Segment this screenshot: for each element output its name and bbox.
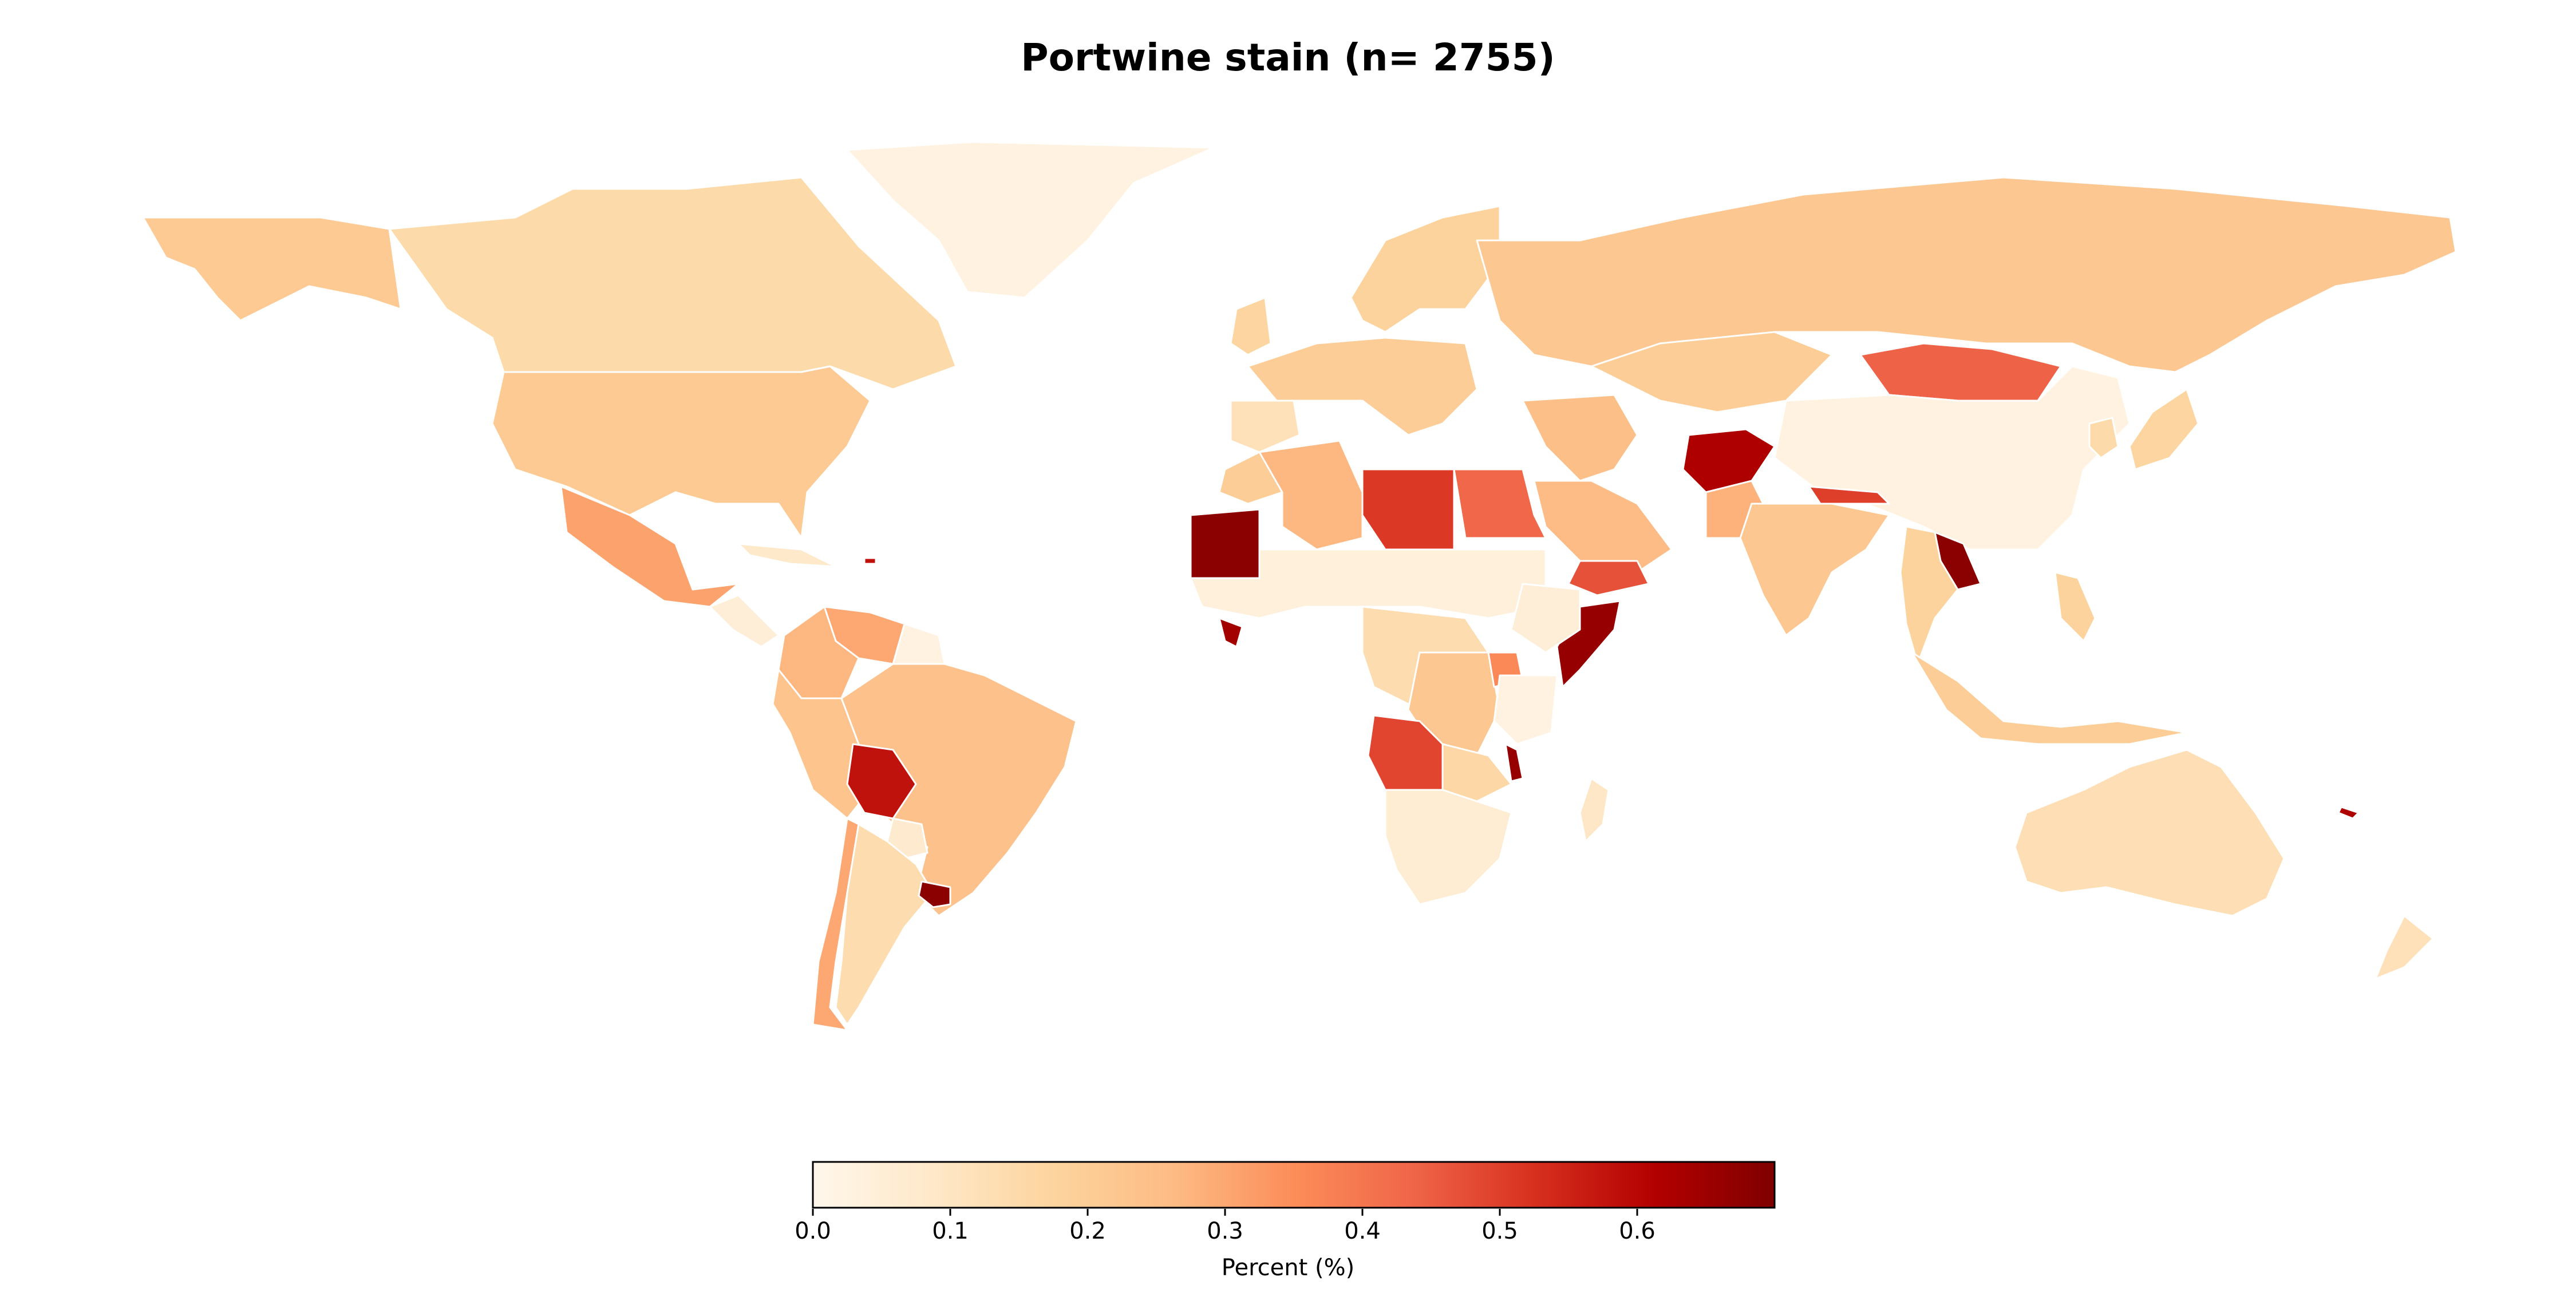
colorbar-label: Percent (%)	[1221, 1255, 1355, 1281]
region-algeria	[1258, 440, 1364, 551]
region-southern-africa	[1384, 789, 1512, 905]
colorbar-tick-label: 0.3	[1207, 1218, 1243, 1244]
colorbar-tick-mark	[1499, 1209, 1501, 1216]
colorbar-tick-mark	[1361, 1209, 1364, 1216]
colorbar-tick-mark	[1224, 1209, 1226, 1216]
region-zambia-zimbabwe	[1441, 743, 1512, 802]
region-middle-east	[1522, 394, 1638, 482]
colorbar-tick-mark	[812, 1209, 814, 1216]
region-australia	[2014, 749, 2285, 917]
region-philippines	[2054, 571, 2096, 642]
region-fiji	[2337, 806, 2360, 820]
region-uruguay	[918, 880, 951, 908]
colorbar-tick-mark	[1086, 1209, 1089, 1216]
region-new-zealand	[2374, 915, 2434, 980]
region-united-kingdom	[1230, 296, 1272, 356]
region-india	[1739, 503, 1890, 636]
colorbar-tick-label: 0.0	[795, 1218, 831, 1244]
map-regions	[142, 141, 2457, 1031]
colorbar-tick-label: 0.1	[932, 1218, 969, 1244]
region-saudi-arabia	[1533, 480, 1673, 574]
region-nepal	[1808, 485, 1890, 505]
region-western-europe	[1247, 337, 1478, 436]
region-malawi	[1504, 743, 1524, 782]
region-united-states	[491, 365, 871, 539]
colorbar-tick-label: 0.2	[1069, 1218, 1106, 1244]
colorbar-tick-mark	[949, 1209, 951, 1216]
region-madagascar	[1579, 777, 1610, 843]
region-scandinavia	[1350, 205, 1501, 333]
region-southeast-asia	[1899, 525, 1959, 665]
region-liberia	[1218, 617, 1243, 648]
region-central-america	[709, 594, 780, 648]
region-indonesia	[1911, 651, 2188, 745]
region-alaska	[142, 216, 402, 322]
colorbar	[812, 1161, 1776, 1209]
region-japan	[2128, 388, 2199, 470]
region-kazakhstan	[1590, 331, 1833, 413]
region-canada	[388, 176, 957, 390]
colorbar-tick-label: 0.4	[1344, 1218, 1381, 1244]
region-cuba	[737, 543, 837, 568]
region-kenya-tanzania	[1493, 674, 1558, 745]
region-egypt	[1453, 468, 1547, 539]
region-greenland	[846, 141, 1215, 299]
colorbar-tick-label: 0.5	[1481, 1218, 1518, 1244]
region-sahel	[1190, 548, 1547, 619]
region-yemen	[1567, 560, 1650, 596]
region-mexico	[560, 485, 740, 608]
region-argentina	[835, 823, 934, 1026]
map-title: Portwine stain (n= 2755)	[1021, 35, 1555, 80]
colorbar-tick-mark	[1636, 1209, 1638, 1216]
region-korea	[2088, 417, 2119, 459]
region-iberia	[1230, 400, 1301, 453]
region-ethiopia	[1510, 583, 1581, 654]
colorbar-tick-label: 0.6	[1619, 1218, 1656, 1244]
region-puerto-rico	[863, 557, 877, 565]
